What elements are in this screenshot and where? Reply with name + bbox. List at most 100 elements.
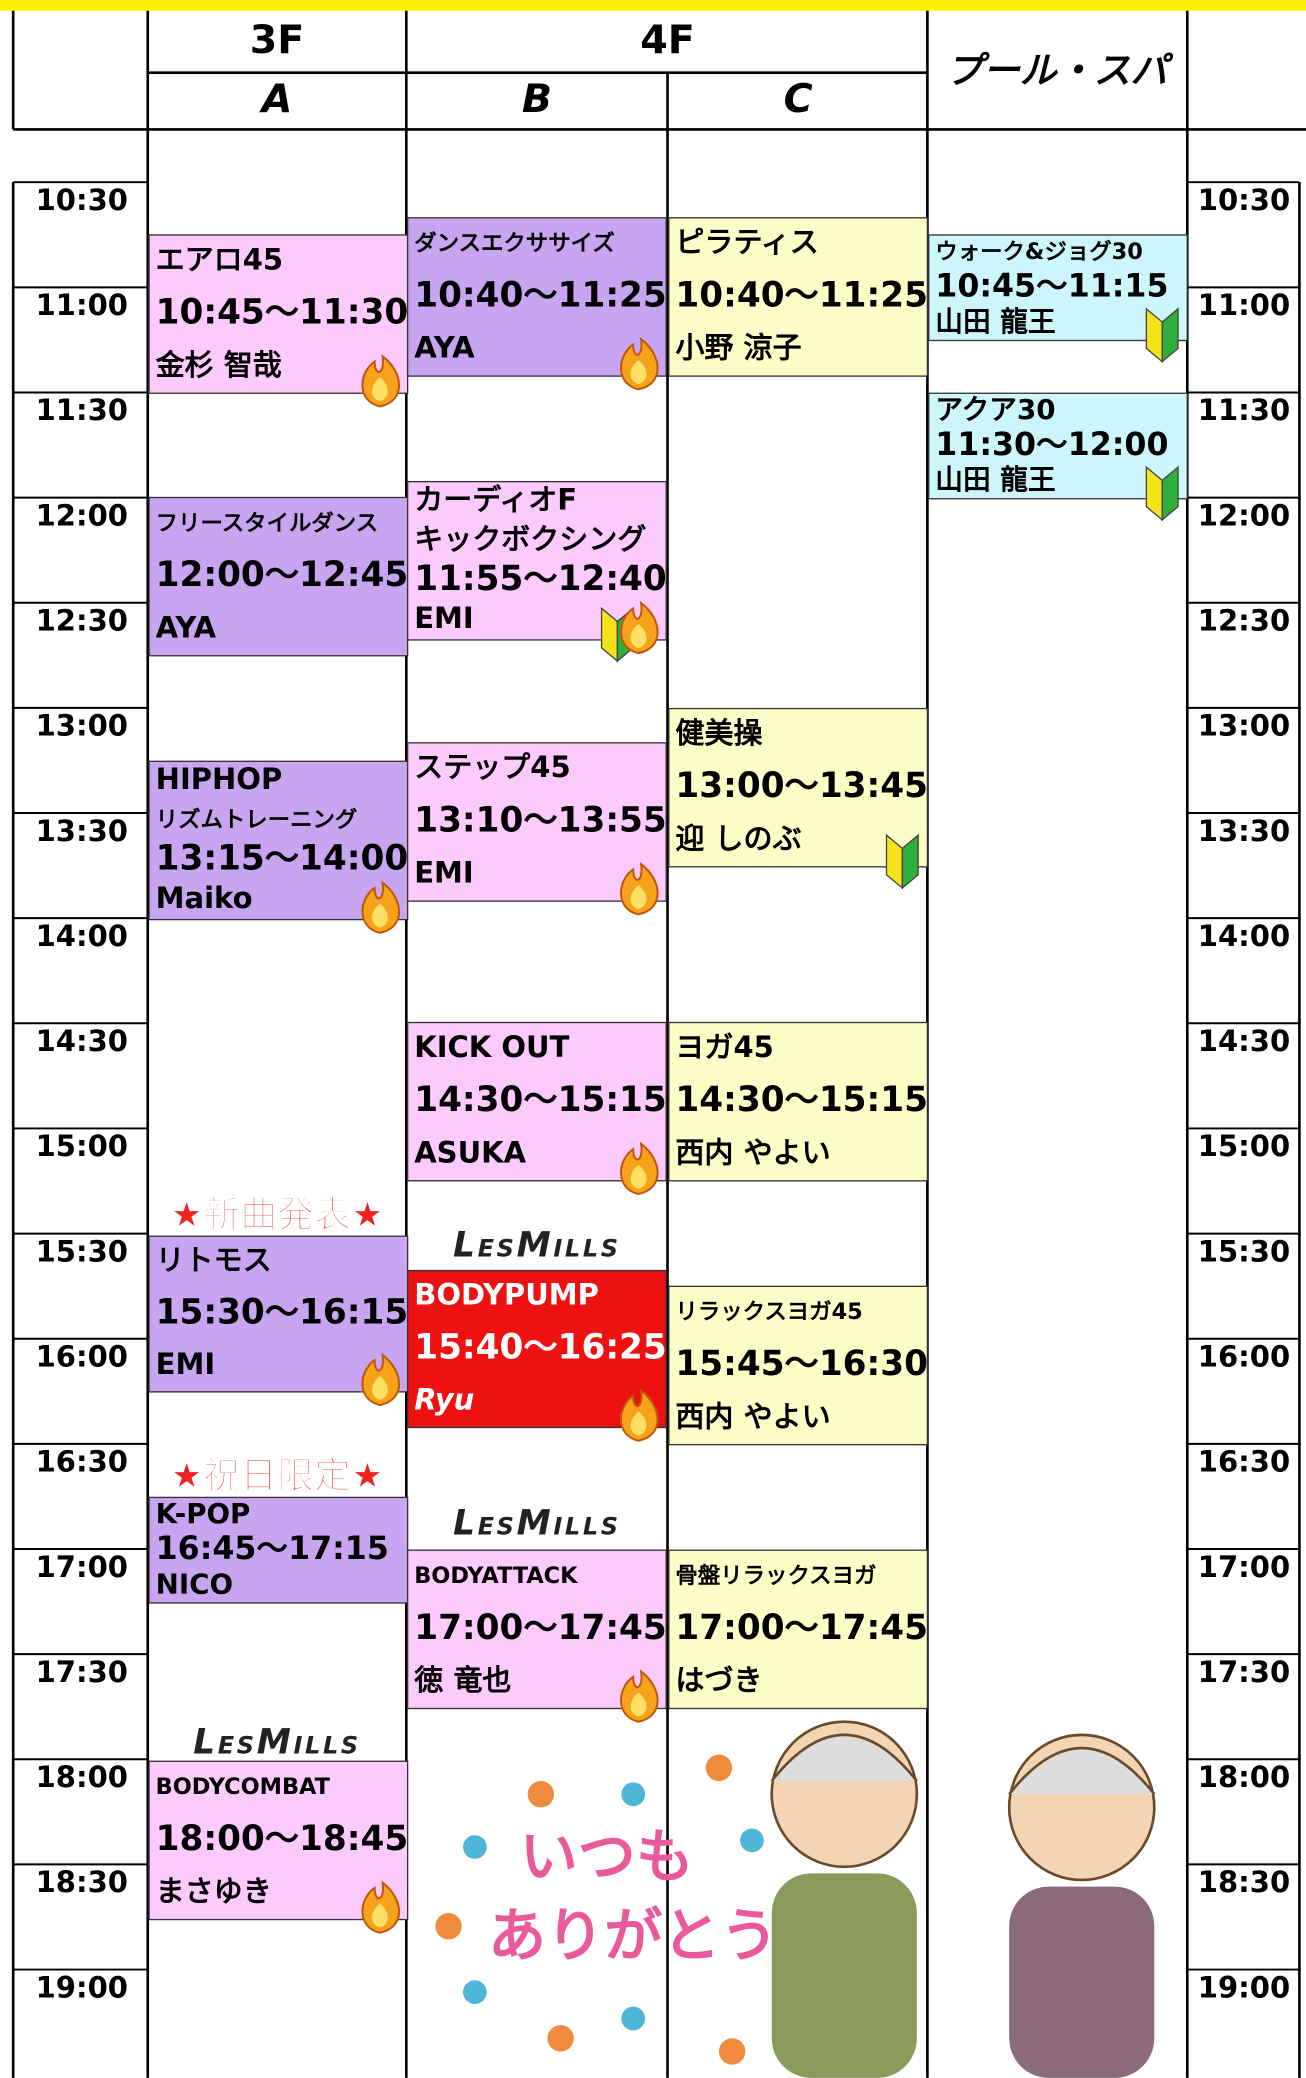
lesmills-logo: LesMills <box>193 1723 361 1763</box>
time-label: 11:00 <box>1198 288 1290 322</box>
time-label: 12:30 <box>1198 604 1290 638</box>
class-card <box>406 742 667 902</box>
class-name: HIPHOP <box>156 762 283 796</box>
time-label: 11:30 <box>1198 393 1290 427</box>
class-instructor: EMI <box>414 601 474 635</box>
time-label: 17:30 <box>36 1655 128 1689</box>
class-name: ウォーク&ジョグ30 <box>935 238 1143 265</box>
class-name: BODYPUMP <box>414 1278 599 1312</box>
time-label: 14:30 <box>1198 1024 1290 1058</box>
time-label: 15:00 <box>1198 1129 1290 1163</box>
class-instructor: EMI <box>156 1347 216 1381</box>
class-instructor: はづき <box>675 1663 762 1697</box>
time-label: 15:00 <box>36 1129 128 1163</box>
class-time: 10:45〜11:15 <box>935 269 1168 305</box>
class-time: 17:00〜17:45 <box>675 1608 928 1648</box>
class-time: 13:00〜13:45 <box>675 766 928 806</box>
class-instructor: EMI <box>414 856 474 890</box>
class-time: 11:55〜12:40 <box>414 559 667 599</box>
message: ありがとう <box>488 1901 778 1969</box>
class-card <box>406 1021 667 1182</box>
class-instructor: AYA <box>156 610 217 644</box>
class-instructor: Ryu <box>414 1382 474 1416</box>
class-name: リラックスヨガ45 <box>675 1299 862 1325</box>
time-label: 13:30 <box>36 814 128 848</box>
class-name: BODYATTACK <box>414 1563 579 1589</box>
class-time: 10:45〜11:30 <box>156 293 409 333</box>
time-label: 14:00 <box>36 919 128 953</box>
flame-icon <box>630 360 647 385</box>
lesmills-logo: LesMills <box>453 1504 621 1544</box>
class-instructor: NICO <box>156 1567 233 1600</box>
class-instructor: 西内 やよい <box>675 1399 830 1433</box>
class-card <box>668 1549 929 1710</box>
class-card <box>668 1285 929 1446</box>
class-time: 10:40〜11:25 <box>675 275 928 315</box>
class-name: フリースタイルダンス <box>156 509 379 536</box>
time-label: 16:30 <box>1198 1445 1290 1479</box>
lesmills-logo: LesMills <box>453 1225 621 1265</box>
time-label: 14:00 <box>1198 919 1290 953</box>
time-label: 13:00 <box>36 709 128 743</box>
class-name: リズムトレーニング <box>156 806 358 833</box>
class-card <box>928 392 1188 500</box>
flame-icon <box>630 1164 647 1189</box>
time-label: 18:00 <box>36 1760 128 1794</box>
class-name: 骨盤リラックスヨガ <box>675 1562 876 1589</box>
class-card <box>148 1760 409 1921</box>
time-label: 13:00 <box>1198 709 1290 743</box>
class-name: BODYCOMBAT <box>156 1774 331 1800</box>
class-card <box>406 1549 667 1710</box>
class-card <box>148 234 409 394</box>
flame-icon <box>630 885 647 910</box>
class-name: キックボクシング <box>414 522 646 556</box>
class-name: ヨガ45 <box>675 1030 773 1064</box>
class-instructor: 西内 やよい <box>675 1135 830 1169</box>
time-label: 10:30 <box>36 183 128 217</box>
banner: ★新曲発表★ <box>170 1193 384 1236</box>
class-time: 14:30〜15:15 <box>675 1080 928 1120</box>
class-name: エアロ45 <box>156 242 283 276</box>
class-card <box>148 1496 409 1604</box>
class-time: 13:10〜13:55 <box>414 800 667 840</box>
pool-label: プール・スパ <box>946 49 1174 92</box>
time-label: 18:30 <box>1198 1865 1290 1899</box>
time-label: 12:00 <box>1198 498 1290 532</box>
class-card <box>148 496 409 657</box>
class-instructor: Maiko <box>156 881 253 915</box>
class-name: K-POP <box>156 1497 251 1530</box>
flame-icon <box>372 1903 388 1928</box>
class-time: 13:15〜14:00 <box>156 839 409 879</box>
class-card <box>148 760 409 921</box>
time-label: 15:30 <box>1198 1234 1290 1268</box>
class-card <box>928 234 1188 342</box>
class-name: リトモス <box>156 1243 272 1277</box>
column-label: C <box>784 76 813 122</box>
time-label: 17:00 <box>1198 1550 1290 1584</box>
time-label: 16:00 <box>36 1340 128 1374</box>
time-label: 16:30 <box>36 1445 128 1479</box>
class-name: ダンスエクササイズ <box>414 230 615 257</box>
flame-icon <box>630 1692 647 1717</box>
beginner-icon <box>1161 307 1179 364</box>
time-label: 15:30 <box>36 1234 128 1268</box>
column-label: B <box>522 76 552 122</box>
beginner-icon <box>901 833 919 890</box>
flame-icon <box>630 1411 647 1436</box>
time-label: 11:30 <box>36 393 128 427</box>
class-time: 11:30〜12:00 <box>935 427 1168 463</box>
class-time: 10:40〜11:25 <box>414 275 667 315</box>
class-time: 15:30〜16:15 <box>156 1293 409 1333</box>
class-instructor: 迎 しのぶ <box>675 821 801 855</box>
class-name: ステップ45 <box>414 750 570 784</box>
class-instructor: 徳 竜也 <box>413 1663 511 1697</box>
time-label: 12:30 <box>36 604 128 638</box>
class-time: 18:00〜18:45 <box>156 1819 409 1859</box>
flame-icon <box>630 624 647 648</box>
class-name: カーディオF <box>414 482 577 516</box>
class-name: KICK OUT <box>414 1030 569 1064</box>
banner: ★祝日限定★ <box>170 1454 384 1497</box>
class-card <box>668 217 929 377</box>
floor-label: 3F <box>250 17 305 63</box>
class-instructor: 小野 涼子 <box>675 331 801 365</box>
